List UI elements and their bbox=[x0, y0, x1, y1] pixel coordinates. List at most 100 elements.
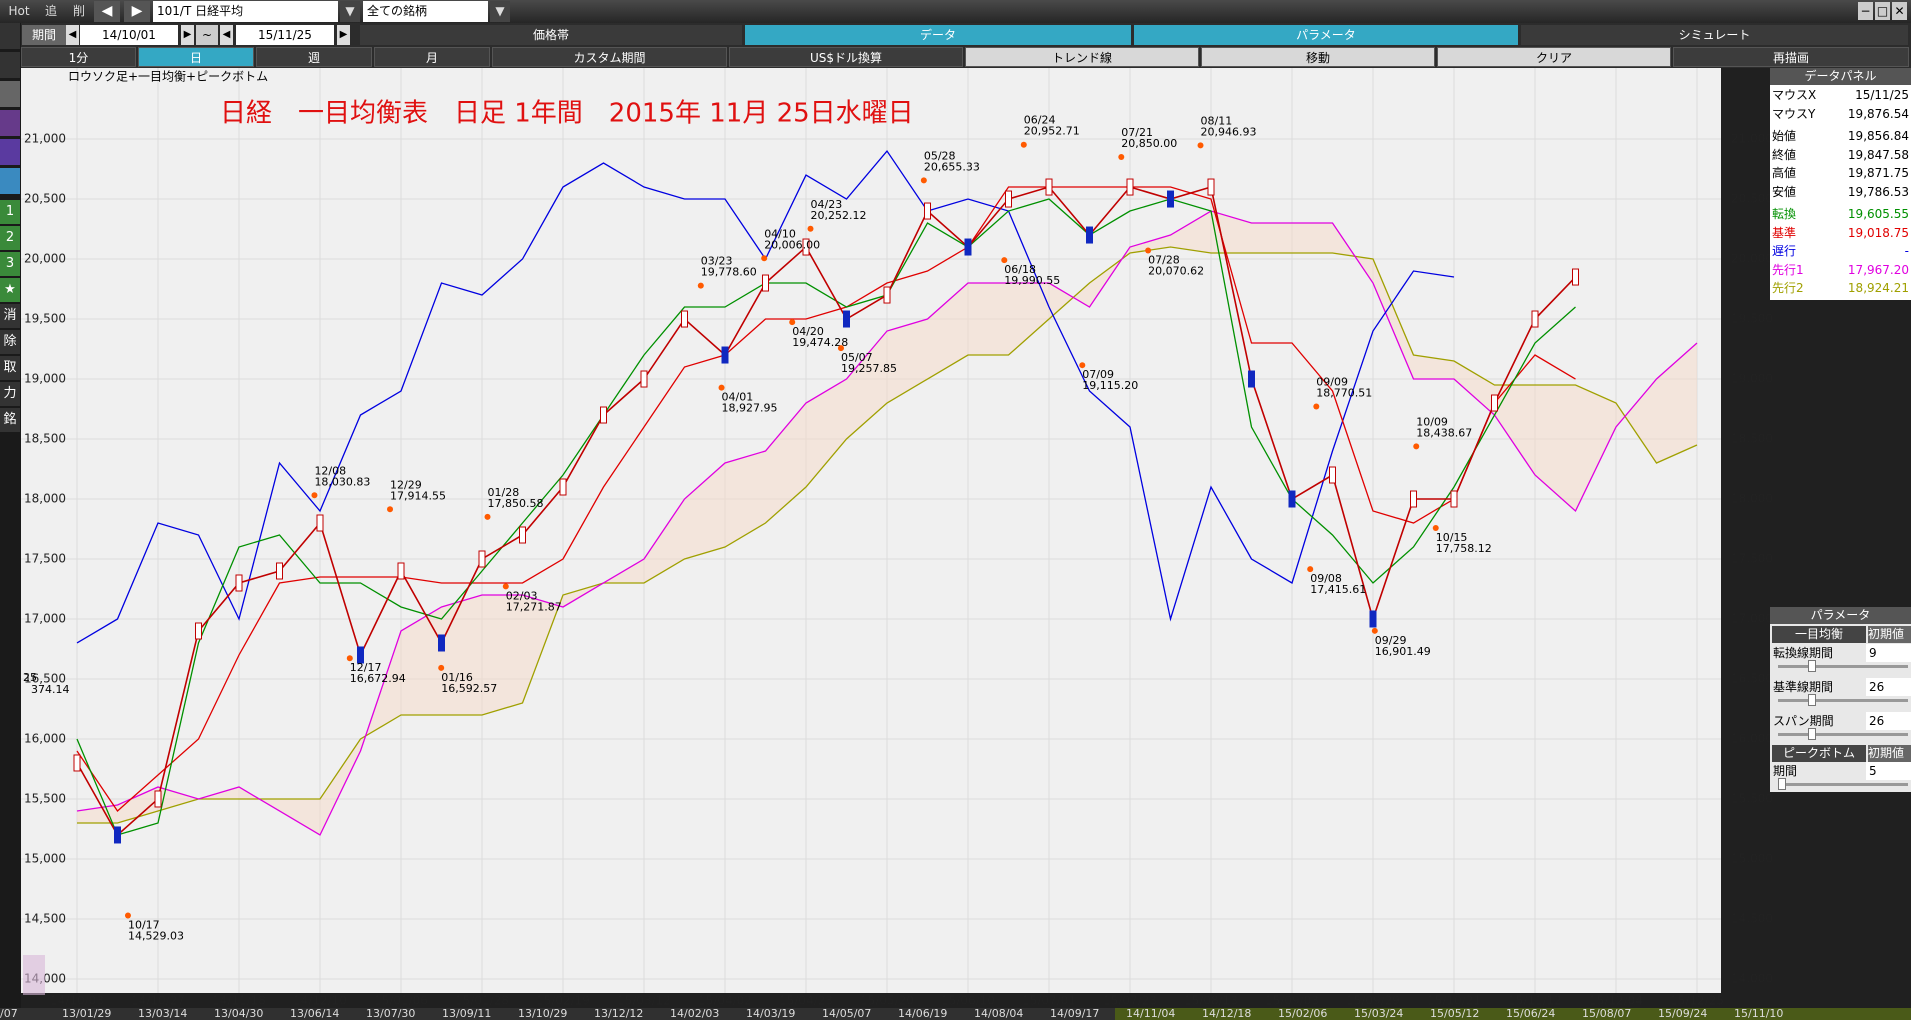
param-thumb[interactable] bbox=[1778, 778, 1786, 790]
window-button[interactable]: □ bbox=[1875, 2, 1890, 20]
peak-marker bbox=[1313, 403, 1320, 410]
y-tick-label: 16,000 bbox=[1731, 731, 1773, 745]
toolbar-button[interactable]: 再描画 bbox=[1673, 47, 1909, 67]
toolbar-button[interactable]: 週 bbox=[256, 47, 372, 67]
toolbar-button[interactable]: カスタム期間 bbox=[492, 47, 727, 67]
toolbar-button[interactable]: 移動 bbox=[1201, 47, 1435, 67]
sidebar-button[interactable]: 2 bbox=[0, 226, 20, 250]
data-panel bbox=[1770, 68, 1911, 300]
sidebar-icon[interactable] bbox=[0, 168, 20, 194]
peak-marker bbox=[1079, 362, 1086, 369]
sidebar-button[interactable]: 3 bbox=[0, 252, 20, 276]
tab[interactable]: シミュレート bbox=[1521, 25, 1908, 45]
param-label: スパン期間 bbox=[1773, 714, 1834, 728]
peak-value: 14,529.03 bbox=[128, 929, 184, 942]
window-button[interactable]: − bbox=[1858, 2, 1873, 20]
tab[interactable]: パラメータ bbox=[1134, 25, 1518, 45]
peak-date: 01/16 bbox=[441, 671, 473, 684]
sidebar-icon[interactable] bbox=[0, 23, 20, 49]
sidebar-button[interactable]: 取 bbox=[0, 356, 20, 380]
candle bbox=[1288, 490, 1296, 508]
date-bar-label: 14/06/19 bbox=[898, 1007, 948, 1020]
candle bbox=[762, 274, 769, 292]
sidebar-button[interactable]: 銘 bbox=[0, 408, 20, 432]
toolbar-button[interactable]: 月 bbox=[374, 47, 490, 67]
y-tick-label: 14,000 bbox=[1731, 971, 1773, 985]
peak-marker bbox=[697, 282, 704, 289]
peak-date: 12/29 bbox=[390, 478, 422, 491]
hot-button[interactable]: Hot bbox=[8, 4, 30, 18]
sidebar-button[interactable]: 1 bbox=[0, 200, 20, 224]
peak-value: 19,257.85 bbox=[841, 362, 897, 375]
sidebar-button[interactable]: 除 bbox=[0, 330, 20, 354]
sidebar-button[interactable]: ★ bbox=[0, 278, 20, 302]
param-slider bbox=[1778, 733, 1908, 736]
peak-value: 16,672.94 bbox=[350, 672, 406, 685]
peak-marker bbox=[346, 655, 353, 662]
peak-marker bbox=[920, 177, 927, 184]
param-input[interactable]: 26 bbox=[1866, 678, 1911, 696]
param-thumb[interactable] bbox=[1808, 660, 1816, 672]
symbol-select[interactable]: 101/T 日経平均 bbox=[153, 1, 338, 22]
peak-marker bbox=[1020, 141, 1027, 148]
peak-date: 07/21 bbox=[1121, 126, 1153, 139]
sidebar-icon[interactable] bbox=[0, 81, 20, 107]
window-button[interactable]: ✕ bbox=[1892, 2, 1907, 20]
toolbar-button[interactable]: 1分 bbox=[21, 47, 136, 67]
param-default[interactable]: 初期値 bbox=[1868, 626, 1911, 643]
to-prev: ◀ bbox=[220, 25, 233, 45]
candle bbox=[1005, 190, 1012, 208]
peak-date: 04/01 bbox=[722, 391, 754, 404]
y-tick-label: 16,000 bbox=[24, 731, 66, 745]
toolbar-button[interactable]: US$ドル換算 bbox=[729, 47, 963, 67]
to-date[interactable]: 15/11/25 bbox=[236, 25, 334, 45]
prev-button: ◀ bbox=[94, 1, 120, 22]
sidebar-button[interactable]: 力 bbox=[0, 382, 20, 406]
peak-value: 20,850.00 bbox=[1121, 137, 1177, 150]
candle bbox=[1531, 310, 1539, 328]
param-input[interactable]: 26 bbox=[1866, 712, 1911, 730]
date-bar-label: 13/10/29 bbox=[518, 1007, 568, 1020]
y-tick-label: 16,500 bbox=[1731, 671, 1773, 685]
param-input[interactable]: 5 bbox=[1866, 762, 1911, 780]
date-bar-label: 14/11/04 bbox=[1126, 1007, 1176, 1020]
sidebar-button[interactable]: 消 bbox=[0, 304, 20, 328]
date-bar-label: 15/09/24 bbox=[1658, 1007, 1708, 1020]
param-input[interactable]: 9 bbox=[1866, 644, 1911, 662]
add-button[interactable]: 追 bbox=[44, 4, 57, 18]
sidebar-icon[interactable] bbox=[0, 110, 20, 136]
toolbar-button[interactable]: 日 bbox=[138, 47, 254, 67]
y-tick-label: 21,000 bbox=[24, 132, 66, 146]
candle bbox=[1572, 268, 1579, 286]
param-slider bbox=[1778, 665, 1908, 668]
param-thumb[interactable] bbox=[1808, 694, 1816, 706]
y-tick-label: 15,000 bbox=[1731, 851, 1773, 865]
peak-date: 04/20 bbox=[792, 325, 824, 338]
toolbar-button[interactable]: クリア bbox=[1437, 47, 1671, 67]
tab[interactable]: データ bbox=[745, 25, 1131, 45]
universe-select[interactable]: 全ての銘柄 bbox=[363, 1, 488, 22]
series-line bbox=[77, 246, 1698, 824]
y-tick-label: 14,500 bbox=[24, 911, 66, 925]
x-tick-label: 15/01/28 bbox=[455, 994, 509, 1008]
param-default[interactable]: 初期値 bbox=[1868, 745, 1911, 762]
param-thumb[interactable] bbox=[1808, 728, 1816, 740]
panel-label: 高値 bbox=[1772, 166, 1797, 180]
candle bbox=[154, 790, 162, 808]
param-section: 一目均衡 bbox=[1772, 626, 1866, 643]
peak-value: 19,990.55 bbox=[1004, 274, 1060, 287]
peak-value: 20,946.93 bbox=[1201, 125, 1257, 138]
sidebar-icon[interactable] bbox=[0, 52, 20, 78]
delete-button[interactable]: 削 bbox=[72, 4, 85, 18]
sidebar-icon[interactable] bbox=[0, 139, 20, 165]
peak-value: 18,770.51 bbox=[1316, 387, 1372, 400]
y-tick-label: 18,500 bbox=[1731, 432, 1773, 446]
candle bbox=[640, 370, 648, 388]
peak-marker bbox=[1197, 142, 1204, 149]
from-date[interactable]: 14/10/01 bbox=[80, 25, 178, 45]
x-tick-label: 15/09/29 bbox=[1346, 994, 1400, 1008]
toolbar-button[interactable]: トレンド線 bbox=[965, 47, 1199, 67]
y-tick-label: 20,000 bbox=[24, 252, 66, 266]
y-tick-label: 19,500 bbox=[24, 312, 66, 326]
tab[interactable]: 価格帯 bbox=[360, 25, 742, 45]
